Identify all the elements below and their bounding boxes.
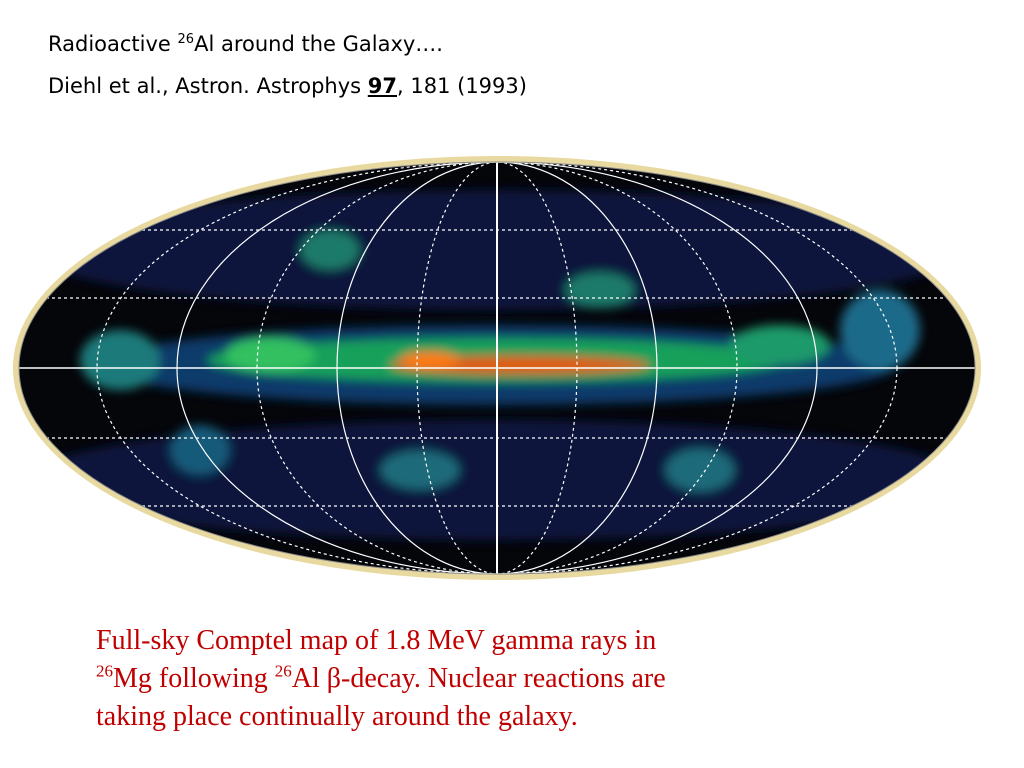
superscript: 26	[177, 32, 195, 47]
text: Al around the Galaxy….	[194, 32, 443, 56]
superscript: 26	[96, 661, 113, 681]
text: Mg following	[113, 663, 275, 694]
volume: 97	[367, 74, 398, 98]
grid	[19, 162, 975, 574]
superscript: 26	[274, 661, 292, 681]
text: , 181 (1993)	[397, 74, 527, 98]
text: Radioactive	[48, 32, 178, 56]
title-line: Radioactive 26Al around the Galaxy….	[48, 32, 443, 56]
map-border	[18, 161, 976, 575]
reference-line: Diehl et al., Astron. Astrophys 97, 181 …	[48, 74, 527, 98]
text: Full-sky Comptel map of 1.8 MeV gamma ra…	[96, 625, 657, 656]
text: Diehl et al., Astron. Astrophys	[48, 74, 368, 98]
text: Al β-decay. Nuclear reactions are	[291, 663, 666, 694]
text: taking place continually around the gala…	[96, 701, 578, 732]
sky-map	[13, 156, 981, 580]
caption: Full-sky Comptel map of 1.8 MeV gamma ra…	[96, 622, 876, 736]
